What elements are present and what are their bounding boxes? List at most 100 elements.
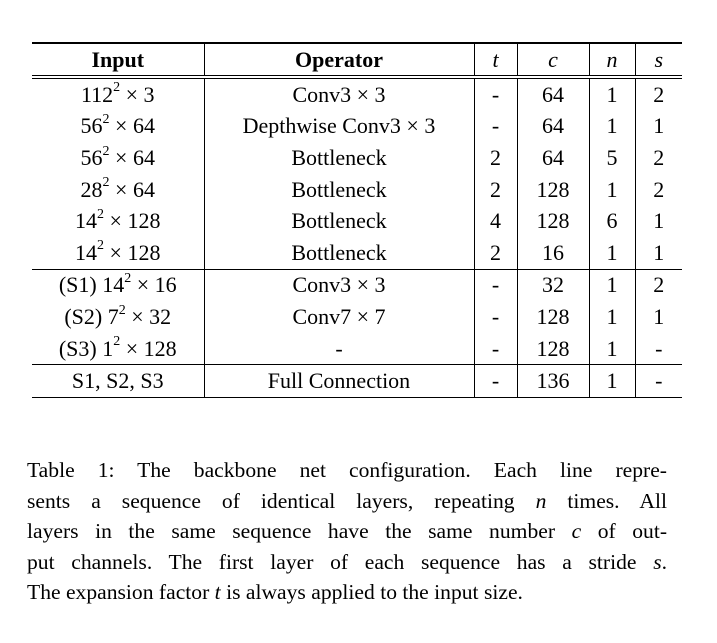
header-cell-operator: Operator [203, 42, 474, 77]
caption-line: sents a sequence of identical layers, re… [27, 488, 667, 513]
input-exponent: 2 [97, 238, 105, 254]
cell-c: 128 [516, 173, 589, 206]
input-base: 56 [80, 144, 103, 170]
cell-operator: - [203, 332, 474, 366]
cell-n: 1 [588, 332, 635, 366]
input-base: 112 [80, 81, 114, 107]
cell-operator: Bottleneck [203, 173, 474, 206]
cell-c: 32 [516, 269, 589, 302]
cell-operator: Conv7 × 7 [203, 301, 474, 333]
cell-t: - [473, 364, 517, 398]
cell-input: (S3) 12 × 128 [32, 332, 204, 366]
input-prefix: (S3) [58, 335, 103, 361]
input-suffix: × 64 [109, 176, 155, 202]
input-suffix: × 32 [125, 303, 172, 329]
cell-input: 1122 × 3 [32, 77, 204, 111]
cell-n: 1 [588, 110, 635, 143]
table-row: (S1) 142 × 16 Conv3 × 3-32 1 2 [32, 269, 682, 302]
input-exponent: 2 [102, 175, 110, 191]
cell-input: (S2) 72 × 32 [32, 301, 204, 333]
caption-math-var: t [214, 580, 221, 604]
cell-c: 64 [516, 77, 589, 111]
table-row: 1122 × 3 Conv3 × 3-64 1 2 [32, 77, 682, 111]
input-suffix: × 16 [131, 272, 177, 298]
input-suffix: × 128 [104, 208, 161, 234]
cell-s: 1 [634, 110, 682, 143]
cell-n: 1 [588, 364, 635, 398]
cell-s: 2 [634, 269, 682, 302]
input-exponent: 2 [102, 143, 110, 159]
caption-line: The expansion factor t is always applied… [27, 580, 523, 604]
caption-line: put channels. The first layer of each se… [27, 549, 667, 574]
cell-s: 1 [634, 301, 682, 333]
cell-s: 2 [634, 77, 682, 111]
table-row: (S2) 72 × 32 Conv7 × 7-128 1 1 [32, 301, 682, 333]
cell-s: - [634, 332, 682, 366]
table-row: 562 × 64 Depthwise Conv3 × 3-64 1 1 [32, 110, 682, 143]
input-exponent: 2 [118, 302, 126, 318]
cell-operator: Full Connection [203, 364, 474, 398]
cell-input: 562 × 64 [32, 111, 204, 143]
cell-t: - [473, 301, 517, 333]
cell-s: 1 [634, 205, 682, 237]
cell-n: 6 [588, 205, 635, 237]
table-row: (S3) 12 × 128- -128 1- [32, 332, 682, 366]
caption-math-var: n [535, 488, 547, 513]
input-suffix: × 3 [120, 81, 155, 107]
cell-t: - [473, 110, 517, 143]
cell-s: 1 [634, 236, 682, 270]
cell-c: 128 [516, 205, 589, 237]
input-suffix: × 64 [109, 144, 155, 170]
cell-input: 282 × 64 [32, 174, 204, 206]
cell-operator: Depthwise Conv3 × 3 [203, 110, 474, 143]
input-suffix: × 64 [109, 113, 155, 139]
cell-t: - [473, 332, 517, 366]
cell-input: (S1) 142 × 16 [32, 269, 204, 301]
input-suffix: × 128 [104, 239, 161, 265]
input-base: 1 [102, 335, 114, 361]
cell-input: S1, S2, S3 [32, 364, 204, 398]
cell-operator: Conv3 × 3 [203, 77, 474, 111]
input-exponent: 2 [102, 112, 110, 128]
cell-n: 1 [588, 301, 635, 333]
caption-math-var: c [571, 519, 582, 543]
cell-s: 2 [634, 142, 682, 174]
input-base: 14 [75, 239, 98, 265]
cell-operator: Bottleneck [203, 205, 474, 237]
input-prefix: S1, S2, S3 [71, 368, 164, 394]
cell-t: 2 [473, 142, 517, 174]
table-row: 142 × 128 Bottleneck 4 128 6 1 [32, 205, 682, 237]
cell-c: 128 [516, 332, 589, 366]
cell-n: 1 [588, 236, 635, 270]
header-row: Input Operator t c n s [32, 42, 682, 77]
backbone-config-table: Input Operator t c n s 1122 × 3 Conv3 × 3-64 1 2… [32, 42, 682, 398]
cell-operator: Conv3 × 3 [203, 269, 474, 302]
table-header: Input Operator t c n s [32, 42, 682, 77]
table-body: 1122 × 3 Conv3 × 3-64 1 2 562 × 64 Depthwise … [32, 77, 682, 398]
cell-t: 2 [473, 173, 517, 206]
cell-t: - [473, 269, 517, 302]
input-base: 14 [102, 272, 125, 298]
cell-operator: Bottleneck [203, 142, 474, 174]
cell-input: 142 × 128 [32, 236, 204, 270]
header-cell-t: t [473, 42, 517, 77]
table-row: 282 × 64 Bottleneck 2 128 1 2 [32, 173, 682, 206]
caption-line: Table 1: The backbone net configuration.… [27, 458, 667, 482]
input-exponent: 2 [124, 271, 132, 287]
table-row: 142 × 128 Bottleneck 2 16 1 1 [32, 236, 682, 270]
cell-t: 2 [473, 236, 517, 270]
cell-c: 16 [516, 236, 589, 270]
input-prefix: (S1) [58, 272, 103, 298]
cell-input: 142 × 128 [32, 205, 204, 237]
input-base: 28 [80, 176, 103, 202]
cell-c: 136 [516, 364, 589, 398]
input-base: 14 [75, 208, 98, 234]
cell-n: 1 [588, 77, 635, 111]
input-prefix: (S2) [64, 303, 108, 329]
input-exponent: 2 [97, 206, 105, 222]
cell-c: 64 [516, 110, 589, 143]
caption-math-var: s [653, 549, 662, 574]
cell-c: 128 [516, 301, 589, 333]
cell-s: 2 [634, 173, 682, 206]
cell-t: 4 [473, 205, 517, 237]
